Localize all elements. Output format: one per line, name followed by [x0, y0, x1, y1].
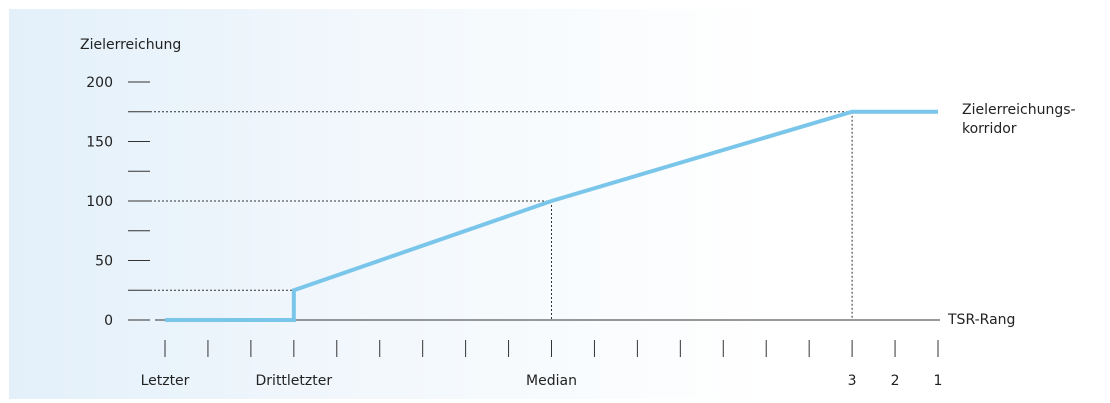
y-tick-label: 150 [86, 135, 113, 151]
chart-panel [9, 9, 1101, 399]
y-axis-title: Zielerreichung [80, 37, 181, 53]
x-tick-label: Median [526, 373, 577, 389]
x-tick-label: Letzter [141, 373, 190, 389]
x-tick-label: 2 [891, 373, 900, 389]
y-tick-label: 50 [95, 254, 113, 270]
x-tick-label: 3 [848, 373, 857, 389]
series-line [165, 109, 938, 322]
corridor-annotation-line-1: Zielerreichungs- [962, 102, 1076, 118]
corridor-annotation: Zielerreichungs- korridor [962, 102, 1080, 137]
x-tick-label: Drittletzter [256, 373, 333, 389]
x-axis-title: TSR-Rang [947, 312, 1015, 328]
y-tick-label: 200 [86, 75, 113, 91]
x-tick-label: 1 [934, 373, 943, 389]
x-axis-ticks: Letzter Drittletzter Median 3 2 1 [141, 340, 943, 389]
y-axis-ticks: 0 50 100 150 200 [86, 75, 150, 329]
corridor-annotation-line-2: korridor [962, 121, 1017, 137]
y-tick-label: 0 [104, 313, 113, 329]
y-tick-label: 100 [86, 194, 113, 210]
